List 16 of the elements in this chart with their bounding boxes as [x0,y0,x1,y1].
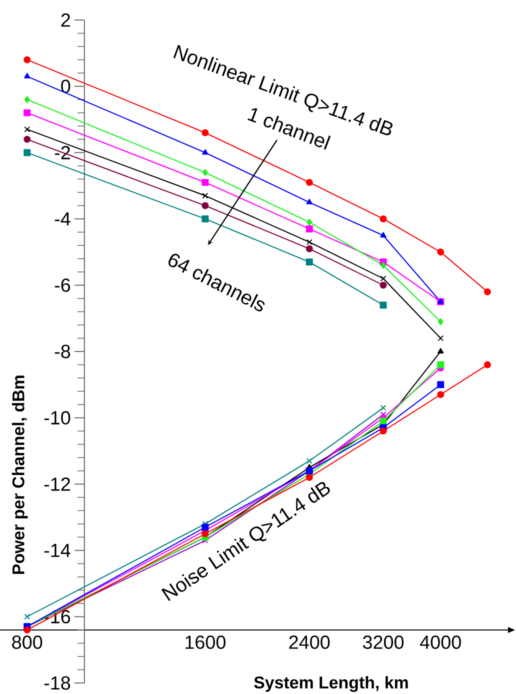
y-tick-label: -6 [54,278,70,292]
y-axis-title: Power per Channel, dBm [12,376,28,574]
y-tick-label: -8 [54,344,70,358]
y-tick-label: 0 [61,80,70,93]
x-axis-title: System Length, km [254,676,408,692]
y-tick-label: -4 [54,212,70,226]
y-tick-label: -10 [44,411,70,424]
x-tick-label: 2400 [289,636,330,649]
y-tick-label: 2 [61,13,70,27]
x-tick-label: 3200 [362,636,404,649]
y-tick-label: -12 [44,477,70,491]
x-tick-label: 800 [12,636,42,649]
y-tick-label: -18 [44,676,70,690]
x-tick-label: 1600 [186,636,226,649]
y-tick-label: -14 [44,544,70,557]
x-tick-label: 4000 [420,636,461,649]
